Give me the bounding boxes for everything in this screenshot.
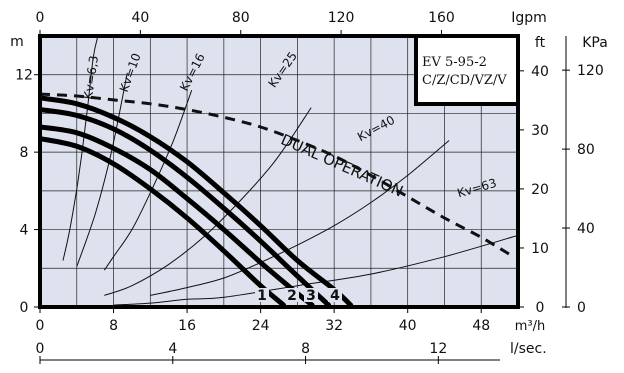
- kv-curve: [113, 234, 518, 306]
- ft-axis-unit: ft: [535, 35, 546, 51]
- top-axis-tick-label: 40: [131, 10, 149, 26]
- lsec-axis-tick-label: 8: [301, 341, 310, 357]
- kv-curve: [150, 140, 450, 296]
- ft-axis-tick-label: 20: [531, 182, 549, 198]
- pump-curve-label-bg: [328, 288, 342, 302]
- model-name: EV 5-95-2: [422, 55, 487, 70]
- kpa-axis-unit: KPa: [582, 35, 608, 51]
- kv-curve: [104, 107, 312, 296]
- pump-curve-label-bg: [304, 288, 318, 302]
- pump-curve-label-bg: [285, 288, 299, 302]
- bottom-axis-unit: m³/h: [515, 319, 546, 334]
- bottom-axis-tick-label: 24: [252, 318, 270, 334]
- top-axis-unit: Igpm: [511, 10, 547, 26]
- top-axis-tick-label: 80: [232, 10, 250, 26]
- kpa-axis-tick-label: 40: [577, 221, 595, 237]
- pump-curve: [40, 107, 332, 307]
- model-variants: C/Z/CD/VZ/V: [422, 73, 507, 88]
- left-axis-tick-label: 4: [20, 223, 29, 239]
- kpa-axis-tick-label: 80: [577, 142, 595, 158]
- pump-curve-label: 4: [330, 288, 340, 304]
- bottom-axis-tick-label: 0: [36, 318, 45, 334]
- bottom-axis-tick-label: 8: [109, 318, 118, 334]
- lsec-axis-tick-label: 0: [36, 341, 45, 357]
- pump-curve-label: 2: [287, 288, 297, 304]
- ft-axis-tick-label: 40: [531, 64, 549, 80]
- ft-axis-tick-label: 0: [536, 300, 545, 316]
- pump-curve: [40, 136, 287, 307]
- pump-curves: [40, 95, 354, 307]
- top-axis-tick-label: 160: [428, 10, 455, 26]
- plot-frame: [38, 34, 520, 309]
- bottom-axis-tick-label: 32: [325, 318, 343, 334]
- axes: 0 8 16 24 32 40 480 4 8 120 40 80 120 160048120102030…: [15, 10, 604, 364]
- dual-operation-curve: [40, 92, 515, 258]
- left-axis-tick-label: 0: [20, 300, 29, 316]
- model-box: [414, 34, 520, 106]
- bottom-axis-tick-label: 48: [472, 318, 490, 334]
- left-axis-tick-label: 8: [20, 145, 29, 161]
- bottom-axis-tick-label: 40: [399, 318, 417, 334]
- pump-curve: [40, 95, 354, 307]
- top-axis-tick-label: 120: [328, 10, 355, 26]
- kv-curve-label: Kv=6,3: [81, 55, 101, 101]
- dual-operation-curve-group: [40, 92, 515, 258]
- top-axis-tick-label: 0: [36, 10, 45, 26]
- kv-curve: [103, 90, 193, 271]
- pump-curve-label-bg: [255, 288, 269, 302]
- ft-axis-tick-label: 30: [531, 123, 549, 139]
- bottom-axis2-unit: l/sec.: [510, 341, 547, 357]
- ft-axis-tick-label: 10: [531, 241, 549, 257]
- lsec-axis-tick-label: 12: [429, 341, 447, 357]
- pump-curve-label: 1: [257, 288, 267, 304]
- kpa-axis-tick-label: 120: [577, 63, 604, 79]
- bottom-axis-tick-label: 16: [178, 318, 196, 334]
- pump-curve: [40, 124, 315, 307]
- pump-curve-label: 3: [306, 288, 316, 304]
- kpa-axis-tick-label: 0: [577, 300, 586, 316]
- lsec-axis-tick-label: 4: [168, 341, 177, 357]
- left-axis-tick-label: 12: [15, 68, 33, 84]
- left-axis-unit: m: [10, 34, 24, 50]
